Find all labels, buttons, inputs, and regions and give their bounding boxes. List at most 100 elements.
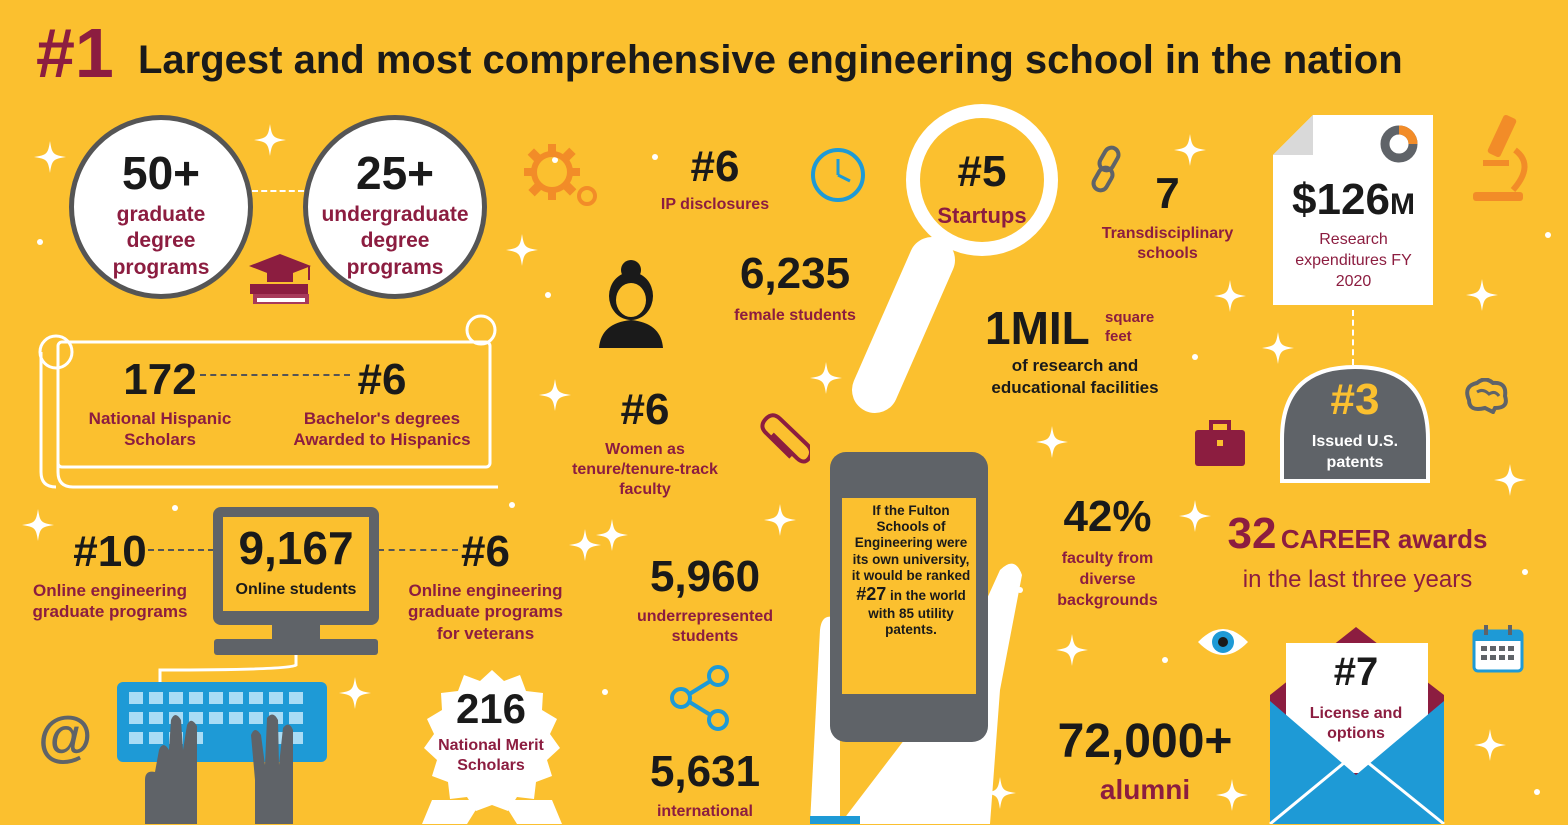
online-veterans: #6 Online engineering graduate programs … <box>398 530 573 644</box>
header-title: Largest and most comprehensive engineeri… <box>138 38 1403 82</box>
hispanic-scholars-label: National Hispanic Scholars <box>88 409 232 450</box>
undergraduate-degrees-circle: 25+ undergraduate degree programs <box>303 115 487 299</box>
startups-label: Startups <box>937 203 1027 228</box>
graduation-cap-icon <box>245 252 315 312</box>
undergraduate-degrees-value: 25+ <box>355 147 435 199</box>
underrepresented-students: 5,960 underrepresented students <box>620 555 790 647</box>
brain-icon <box>1463 378 1509 414</box>
hispanic-connector <box>200 374 350 376</box>
research-connector <box>1352 310 1354 365</box>
envelope-icon <box>1268 625 1446 824</box>
startups: #5 Startups <box>922 150 1042 230</box>
hispanic-bachelors-label: Bachelor's degrees Awarded to Hispanics <box>293 409 471 450</box>
at-icon: @ <box>38 704 93 767</box>
female-students: 6,235 female students <box>715 252 875 326</box>
alumni: 72,000+ alumni <box>1040 718 1250 807</box>
career-label: CAREER awards <box>1280 524 1488 554</box>
online-students-label: Online students <box>235 581 357 598</box>
online-students: 9,167 Online students <box>223 525 369 599</box>
merit-scholars-value: 216 <box>455 685 527 732</box>
international-label: international <box>656 803 753 820</box>
calendar-icon <box>1472 625 1524 673</box>
graduate-degrees-label: graduate degree programs <box>112 203 210 279</box>
merit-ribbon <box>412 800 572 824</box>
women-faculty-label: Women as tenure/tenure-track faculty <box>572 441 718 498</box>
link-icon <box>1088 145 1128 195</box>
license-label: License and options <box>1309 705 1403 742</box>
online-grad-rank: #10 Online engineering graduate programs <box>25 530 195 623</box>
online-students-value: 9,167 <box>238 522 354 574</box>
career-sub: in the last three years <box>1242 566 1473 593</box>
hispanic-scholars: 172 National Hispanic Scholars <box>75 358 245 451</box>
online-connector-right <box>378 549 458 551</box>
hispanic-scholars-value: 172 <box>123 355 197 404</box>
startups-value: #5 <box>957 147 1007 196</box>
scroll-icon <box>36 312 498 492</box>
hispanic-bachelors-value: #6 <box>357 355 407 404</box>
hispanic-bachelors: #6 Bachelor's degrees Awarded to Hispani… <box>282 358 482 451</box>
undergraduate-degrees-label: undergraduate degree programs <box>321 203 469 279</box>
alumni-value: 72,000+ <box>1057 715 1233 768</box>
online-connector-left <box>148 549 214 551</box>
ip-disclosures: #6 IP disclosures <box>640 145 790 215</box>
eye-icon <box>1196 622 1250 662</box>
header: #1 Largest and most comprehensive engine… <box>36 18 1556 88</box>
phone-text: If the Fulton Schools of Engineering wer… <box>848 503 974 638</box>
license-value: #7 <box>1333 650 1379 694</box>
license-options: #7 License and options <box>1290 652 1422 744</box>
transdisciplinary-label: Transdisciplinary schools <box>1101 225 1234 262</box>
online-grad-rank-label: Online engineering graduate programs <box>32 581 188 622</box>
women-faculty-value: #6 <box>620 385 670 434</box>
facilities-value: 1MIL <box>985 302 1090 354</box>
magnifier-icon <box>840 100 1070 430</box>
female-students-value: 6,235 <box>739 249 851 298</box>
graduate-degrees-circle: 50+ graduate degree programs <box>69 115 253 299</box>
diverse-faculty: 42% faculty from diverse backgrounds <box>1035 495 1180 611</box>
phone-rank: #27 <box>856 583 887 604</box>
research-paper <box>1273 115 1435 307</box>
computer-icon <box>100 505 400 825</box>
patents-label: Issued U.S. patents <box>1311 433 1399 471</box>
woman-icon <box>595 258 667 350</box>
facilities-label: of research and educational facilities <box>991 356 1159 398</box>
diverse-value: 42% <box>1063 492 1152 541</box>
online-veterans-label: Online engineering graduate programs for… <box>408 581 563 643</box>
career-awards: 32 CAREER awards in the last three years <box>1215 512 1500 594</box>
underrepresented-value: 5,960 <box>649 552 761 601</box>
research-value: $126 <box>1292 175 1390 224</box>
research-label: Research expenditures FY 2020 <box>1295 231 1412 290</box>
research-unit: M <box>1389 188 1415 221</box>
gear-icon <box>520 140 610 215</box>
merit-scholars-label: National Merit Scholars <box>438 737 544 774</box>
women-faculty: #6 Women as tenure/tenure-track faculty <box>560 388 730 500</box>
patents: #3 Issued U.S. patents <box>1285 378 1425 474</box>
research-value-wrap: $126M <box>1276 178 1431 222</box>
transdisciplinary: 7 Transdisciplinary schools <box>1090 172 1245 264</box>
microscope-icon <box>1465 110 1535 205</box>
briefcase-icon <box>1193 420 1247 468</box>
diverse-label: faculty from diverse backgrounds <box>1057 550 1158 609</box>
keyboard-icon <box>115 680 335 824</box>
degree-connector <box>252 190 304 192</box>
alumni-label: alumni <box>1099 774 1191 805</box>
online-grad-rank-value: #10 <box>73 527 147 576</box>
header-rank: #1 <box>36 14 114 92</box>
merit-badge <box>412 665 572 825</box>
international-value: 5,631 <box>649 747 761 796</box>
research-expenditures: $126M Research expenditures FY 2020 <box>1276 178 1431 292</box>
phone-icon <box>800 450 1040 824</box>
career-value: 32 <box>1227 509 1277 558</box>
patents-value: #3 <box>1330 375 1380 424</box>
donut-chart-icon <box>1378 123 1420 165</box>
ip-disclosures-label: IP disclosures <box>660 196 770 213</box>
phone-text-main: If the Fulton Schools of Engineering wer… <box>851 503 971 583</box>
patents-dome <box>1278 363 1432 488</box>
facilities-unit: square feet <box>1105 309 1155 345</box>
online-veterans-value: #6 <box>461 527 510 576</box>
clock-icon <box>808 145 868 205</box>
phone-text-end: in the world with 85 utility patents. <box>868 587 966 637</box>
merit-scholars: 216 National Merit Scholars <box>420 688 562 776</box>
female-students-label: female students <box>734 307 856 324</box>
international-students: 5,631 international <box>625 750 785 822</box>
